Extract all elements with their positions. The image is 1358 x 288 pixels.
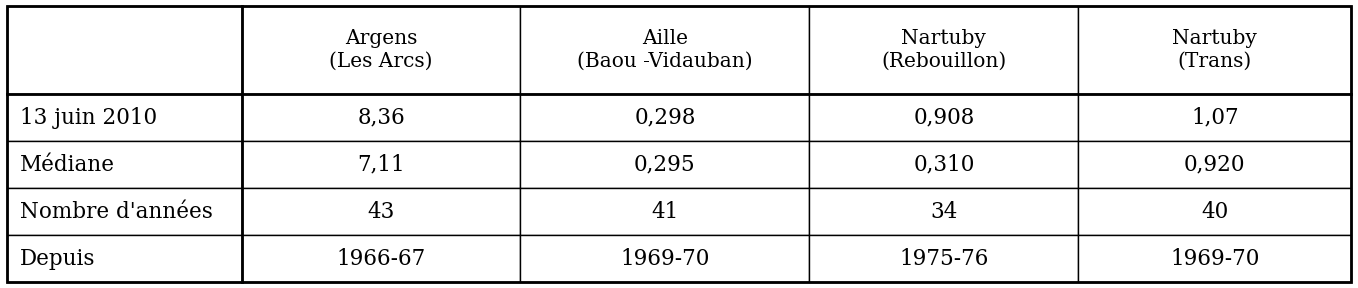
- Bar: [7, 6, 242, 94]
- Text: Médiane: Médiane: [20, 154, 115, 176]
- Text: 1969-70: 1969-70: [621, 248, 710, 270]
- Bar: [1078, 188, 1351, 235]
- Text: 0,310: 0,310: [913, 154, 975, 176]
- Text: 34: 34: [930, 201, 957, 223]
- Bar: [809, 235, 1078, 282]
- Text: Nombre d'années: Nombre d'années: [20, 201, 213, 223]
- Bar: [809, 94, 1078, 141]
- Text: 0,298: 0,298: [634, 107, 695, 129]
- Text: 1,07: 1,07: [1191, 107, 1238, 129]
- Text: Nartuby
(Rebouillon): Nartuby (Rebouillon): [881, 29, 1006, 71]
- Text: 1966-67: 1966-67: [337, 248, 426, 270]
- Bar: [7, 188, 242, 235]
- Text: 1975-76: 1975-76: [899, 248, 989, 270]
- Text: 8,36: 8,36: [357, 107, 405, 129]
- Text: 0,920: 0,920: [1184, 154, 1245, 176]
- Bar: [520, 141, 809, 188]
- Text: Aille
(Baou -Vidauban): Aille (Baou -Vidauban): [577, 29, 752, 71]
- Bar: [7, 94, 242, 141]
- Bar: [809, 188, 1078, 235]
- Text: Argens
(Les Arcs): Argens (Les Arcs): [330, 29, 433, 71]
- Bar: [242, 6, 520, 94]
- Text: 1969-70: 1969-70: [1171, 248, 1259, 270]
- Text: 13 juin 2010: 13 juin 2010: [20, 107, 158, 129]
- Text: Depuis: Depuis: [20, 248, 96, 270]
- Text: 7,11: 7,11: [357, 154, 405, 176]
- Bar: [809, 141, 1078, 188]
- Bar: [7, 235, 242, 282]
- Text: 43: 43: [368, 201, 395, 223]
- Bar: [520, 235, 809, 282]
- Bar: [242, 94, 520, 141]
- Text: 41: 41: [652, 201, 679, 223]
- Bar: [242, 141, 520, 188]
- Bar: [1078, 6, 1351, 94]
- Bar: [7, 141, 242, 188]
- Bar: [242, 188, 520, 235]
- Bar: [1078, 94, 1351, 141]
- Text: Nartuby
(Trans): Nartuby (Trans): [1172, 29, 1258, 71]
- Text: 0,295: 0,295: [634, 154, 695, 176]
- Bar: [1078, 235, 1351, 282]
- Text: 0,908: 0,908: [913, 107, 975, 129]
- Bar: [1078, 141, 1351, 188]
- Text: 40: 40: [1200, 201, 1229, 223]
- Bar: [809, 6, 1078, 94]
- Bar: [520, 188, 809, 235]
- Bar: [242, 235, 520, 282]
- Bar: [520, 94, 809, 141]
- Bar: [520, 6, 809, 94]
